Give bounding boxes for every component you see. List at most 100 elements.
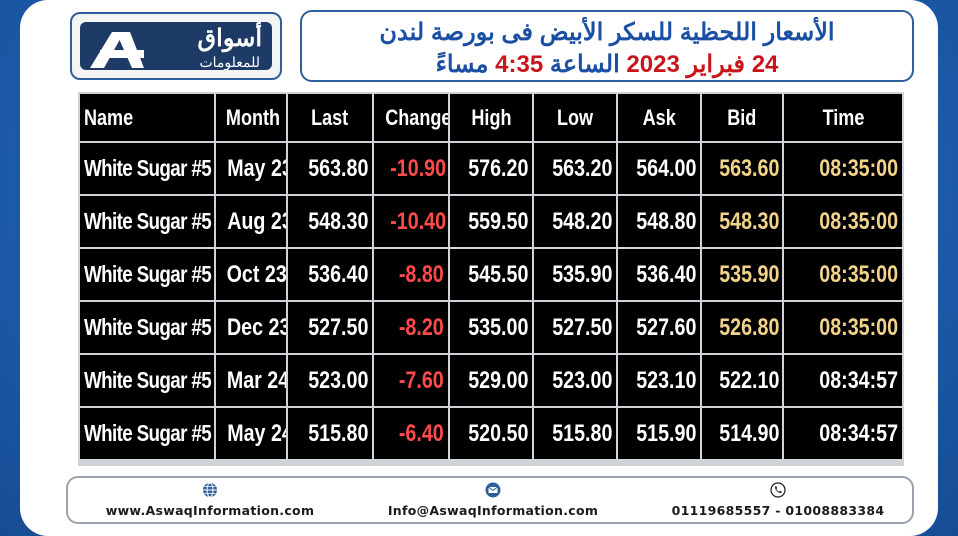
cell-value: White Sugar #5: [84, 420, 212, 446]
cell-month: Oct 23: [216, 249, 286, 300]
cell-high: 535.00: [450, 302, 532, 353]
cell-change: -7.60: [374, 355, 448, 406]
cell-value: White Sugar #5: [84, 314, 212, 340]
cell-value: 535.90: [551, 260, 612, 288]
footer-phones[interactable]: 01119685557 - 01008883384: [648, 482, 908, 518]
cell-month: May 23: [216, 143, 286, 194]
cell-value: 535.00: [467, 313, 528, 341]
cell-value: May 23: [227, 154, 286, 182]
column-header-month: Month: [216, 94, 286, 141]
cell-value: White Sugar #5: [84, 208, 212, 234]
cell-name: White Sugar #5: [80, 355, 214, 406]
cell-high: 559.50: [450, 196, 532, 247]
cell-low: 563.20: [534, 143, 616, 194]
cell-low: 527.50: [534, 302, 616, 353]
cell-bid: 563.60: [702, 143, 782, 194]
logo-panel: أسواق للمعلومات: [80, 22, 272, 70]
prices-table-container: Name Month Last Change High Low Ask Bid Time Whi…: [78, 92, 904, 466]
cell-value: -8.20: [399, 313, 444, 341]
cell-value: -10.90: [390, 154, 447, 182]
title-time: 4:35: [495, 51, 544, 78]
cell-value: 527.50: [307, 313, 368, 341]
cell-name: White Sugar #5: [80, 302, 214, 353]
cell-bid: 526.80: [702, 302, 782, 353]
logo: أسواق للمعلومات: [70, 12, 282, 80]
cell-time: 08:34:57: [784, 355, 902, 406]
column-header-label: Name: [84, 104, 134, 130]
column-header-label: Time: [822, 104, 864, 130]
footer-website[interactable]: www.AswaqInformation.com: [80, 482, 340, 518]
cell-value: 527.50: [551, 313, 612, 341]
cell-value: 564.00: [635, 154, 696, 182]
cell-value: White Sugar #5: [84, 261, 212, 287]
table-row: White Sugar #5 Aug 23 548.30 -10.40 559.50 54…: [80, 196, 902, 247]
cell-value: 536.40: [307, 260, 368, 288]
cell-high: 576.20: [450, 143, 532, 194]
cell-value: 535.90: [719, 260, 780, 288]
column-header-low: Low: [534, 94, 616, 141]
cell-value: 523.10: [635, 366, 696, 394]
cell-value: 548.30: [719, 207, 780, 235]
cell-month: Dec 23: [216, 302, 286, 353]
cell-value: 529.00: [467, 366, 528, 394]
cell-last: 548.30: [288, 196, 372, 247]
website-text[interactable]: www.AswaqInformation.com: [105, 503, 315, 518]
cell-last: 527.50: [288, 302, 372, 353]
cell-time: 08:35:00: [784, 249, 902, 300]
envelope-icon: [485, 482, 501, 498]
cell-value: 520.50: [467, 419, 528, 447]
cell-name: White Sugar #5: [80, 196, 214, 247]
email-text[interactable]: Info@AswaqInformation.com: [387, 503, 599, 518]
cell-name: White Sugar #5: [80, 408, 214, 459]
cell-high: 520.50: [450, 408, 532, 459]
cell-ask: 536.40: [618, 249, 700, 300]
cell-ask: 548.80: [618, 196, 700, 247]
cell-value: 526.80: [719, 313, 780, 341]
table-header-row: Name Month Last Change High Low Ask Bid Time: [80, 94, 902, 141]
cell-value: 515.90: [635, 419, 696, 447]
table-row: White Sugar #5 Dec 23 527.50 -8.20 535.00 527…: [80, 302, 902, 353]
column-header-high: High: [450, 94, 532, 141]
cell-value: 548.80: [635, 207, 696, 235]
cell-month: May 24: [216, 408, 286, 459]
column-header-change: Change: [374, 94, 448, 141]
cell-value: 576.20: [467, 154, 528, 182]
cell-bid: 522.10: [702, 355, 782, 406]
cell-ask: 515.90: [618, 408, 700, 459]
cell-value: 563.80: [307, 154, 368, 182]
cell-value: 08:34:57: [819, 419, 898, 447]
cell-value: Aug 23: [227, 207, 286, 235]
cell-value: 563.20: [551, 154, 612, 182]
cell-value: -6.40: [399, 419, 444, 447]
cell-ask: 523.10: [618, 355, 700, 406]
cell-value: 08:35:00: [819, 207, 898, 235]
cell-month: Mar 24: [216, 355, 286, 406]
prices-table: Name Month Last Change High Low Ask Bid Time Whi…: [78, 92, 904, 461]
page-title: الأسعار اللحظية للسكر الأبيض فى بورصة لن…: [379, 19, 835, 46]
phones-text[interactable]: 01119685557 - 01008883384: [671, 503, 885, 518]
cell-value: 08:35:00: [819, 260, 898, 288]
footer-email[interactable]: Info@AswaqInformation.com: [358, 482, 628, 518]
cell-value: 08:34:57: [819, 366, 898, 394]
logo-name-ar: أسواق: [197, 25, 262, 52]
column-header-label: Change: [385, 104, 448, 130]
globe-icon: [203, 482, 217, 498]
cell-change: -10.90: [374, 143, 448, 194]
cell-time: 08:35:00: [784, 302, 902, 353]
column-header-ask: Ask: [618, 94, 700, 141]
aswaq-logo-icon: [90, 32, 144, 68]
cell-value: 559.50: [467, 207, 528, 235]
cell-time: 08:34:57: [784, 408, 902, 459]
cell-change: -6.40: [374, 408, 448, 459]
contact-footer: www.AswaqInformation.com Info@AswaqInfor…: [66, 476, 914, 524]
cell-value: Dec 23: [226, 313, 286, 341]
cell-value: 563.60: [719, 154, 780, 182]
table-row: White Sugar #5 Mar 24 523.00 -7.60 529.00 523…: [80, 355, 902, 406]
cell-value: 514.90: [719, 419, 780, 447]
cell-change: -10.40: [374, 196, 448, 247]
title-period: مساءً: [435, 51, 489, 78]
cell-value: May 24: [227, 419, 286, 447]
cell-low: 548.20: [534, 196, 616, 247]
cell-value: 515.80: [307, 419, 368, 447]
